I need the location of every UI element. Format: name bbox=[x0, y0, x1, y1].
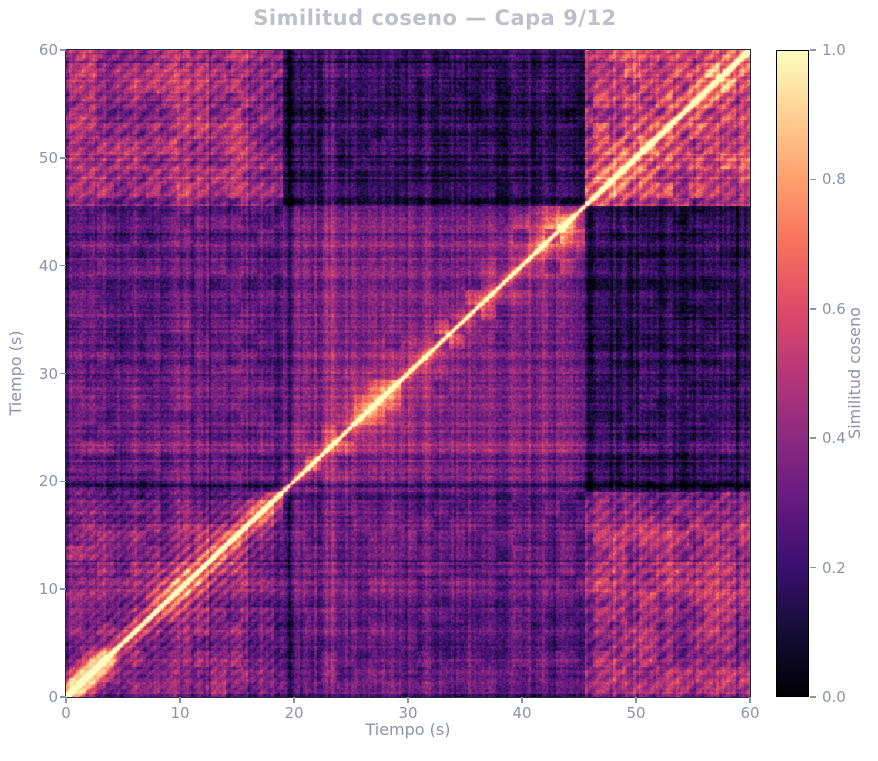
y-tick-label: 0 bbox=[48, 688, 58, 706]
x-tick-label: 50 bbox=[626, 704, 646, 722]
y-tick-mark bbox=[60, 588, 66, 590]
colorbar-gradient bbox=[777, 51, 808, 696]
y-tick-mark bbox=[60, 49, 66, 51]
x-tick-mark bbox=[749, 697, 751, 703]
colorbar-tick-mark bbox=[810, 437, 816, 439]
y-tick-label: 20 bbox=[38, 472, 58, 491]
y-tick-mark bbox=[60, 264, 66, 267]
y-tick-label: 10 bbox=[38, 580, 58, 599]
colorbar-tick-mark bbox=[810, 566, 816, 569]
x-tick-label: 40 bbox=[512, 704, 532, 722]
x-tick-mark bbox=[635, 697, 637, 703]
x-tick-label: 20 bbox=[284, 704, 304, 722]
y-tick-mark bbox=[60, 696, 66, 698]
y-tick-mark bbox=[60, 372, 66, 375]
colorbar-tick-label: 1.0 bbox=[822, 41, 846, 59]
colorbar bbox=[776, 50, 809, 697]
y-tick-mark bbox=[60, 157, 66, 159]
colorbar-tick-label: 0.6 bbox=[822, 299, 846, 318]
x-tick-label: 30 bbox=[398, 704, 418, 722]
y-tick-label: 60 bbox=[38, 41, 58, 59]
colorbar-tick-mark bbox=[810, 696, 816, 698]
colorbar-tick-mark bbox=[810, 178, 816, 181]
heatmap-plot-area bbox=[65, 49, 751, 698]
x-tick-mark bbox=[179, 697, 181, 703]
x-tick-label: 60 bbox=[740, 704, 760, 722]
colorbar-label: Similitud coseno bbox=[845, 307, 864, 439]
colorbar-tick-mark bbox=[810, 308, 816, 310]
heatmap-canvas bbox=[66, 50, 750, 697]
x-tick-mark bbox=[65, 697, 67, 703]
x-tick-mark bbox=[293, 697, 295, 703]
x-tick-mark bbox=[407, 697, 409, 703]
colorbar-tick-label: 0.4 bbox=[822, 429, 846, 448]
chart-title: Similitud coseno — Capa 9/12 bbox=[253, 6, 617, 30]
x-axis-label: Tiempo (s) bbox=[365, 720, 451, 739]
colorbar-tick-label: 0.2 bbox=[822, 558, 846, 577]
x-tick-mark bbox=[521, 697, 523, 703]
colorbar-tick-label: 0.0 bbox=[822, 688, 846, 706]
x-tick-label: 0 bbox=[61, 704, 71, 722]
colorbar-tick-label: 0.8 bbox=[822, 170, 846, 189]
y-tick-label: 30 bbox=[38, 364, 58, 383]
y-tick-label: 40 bbox=[38, 256, 58, 275]
y-tick-label: 50 bbox=[38, 148, 58, 167]
x-tick-label: 10 bbox=[170, 704, 190, 722]
colorbar-tick-mark bbox=[810, 49, 816, 51]
y-tick-mark bbox=[60, 480, 66, 483]
